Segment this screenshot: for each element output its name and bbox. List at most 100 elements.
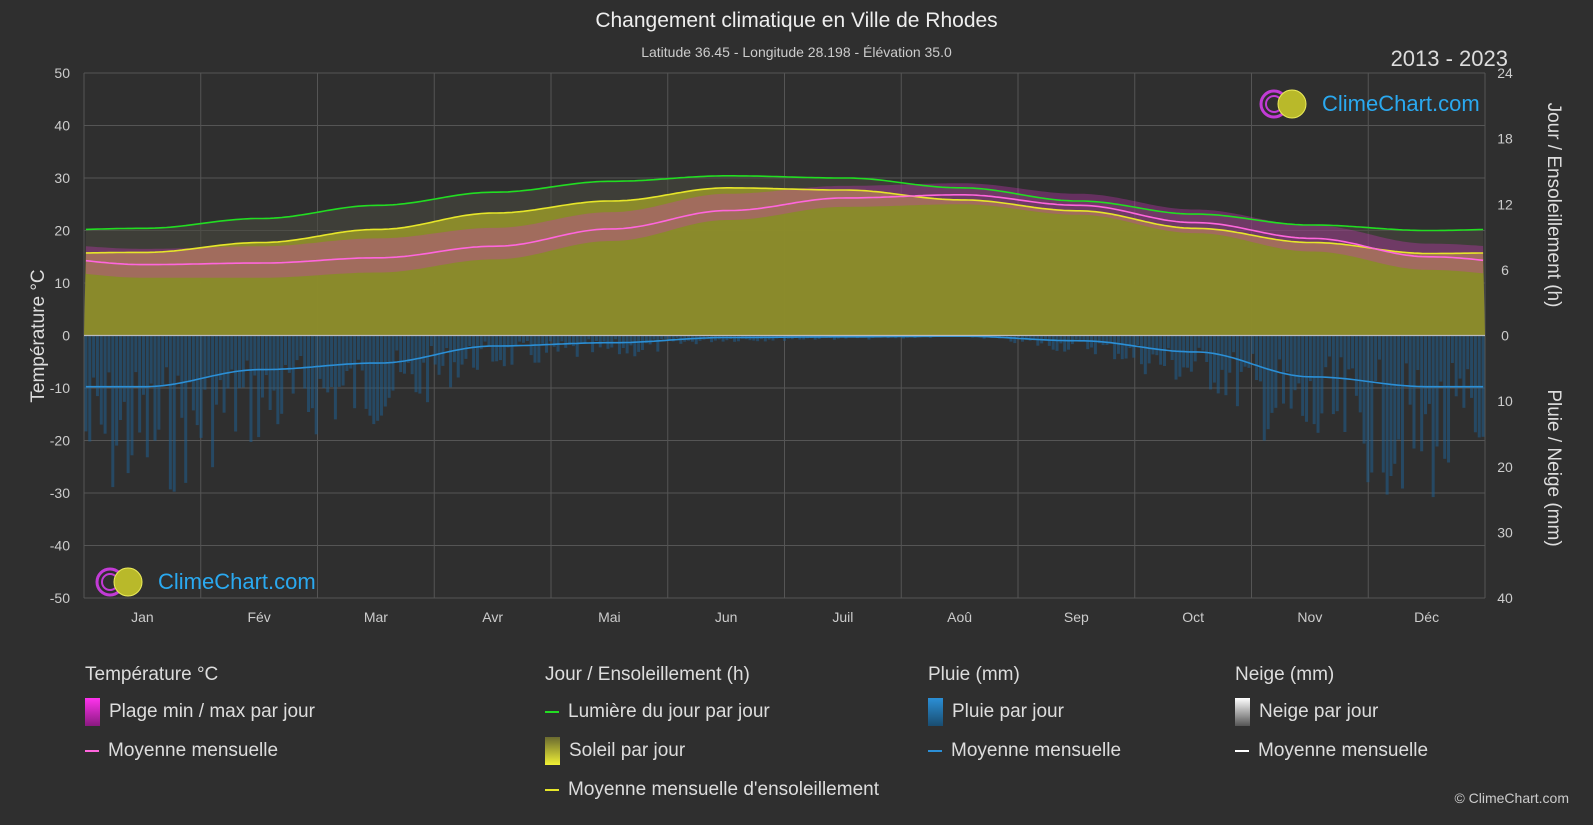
rain-bar	[268, 335, 272, 410]
rain-bar	[1377, 335, 1381, 360]
rain-bar	[1235, 335, 1239, 407]
legend-sun: Jour / Ensoleillement (h) Lumière du jou…	[545, 664, 879, 815]
rain-bar	[537, 335, 541, 363]
rain-bar	[756, 335, 760, 342]
rain-bar	[1105, 335, 1109, 345]
rain-bar	[1278, 335, 1282, 360]
y-left-tick-label: -10	[50, 380, 70, 396]
rain-bar	[1128, 335, 1132, 348]
rain-bar	[92, 335, 96, 378]
y-right-top-tick-label: 12	[1497, 196, 1513, 212]
rain-bar	[1385, 335, 1389, 495]
rain-bar	[1036, 335, 1040, 346]
rain-bar	[191, 335, 195, 411]
rain-bar	[1032, 335, 1036, 340]
rain-bar	[284, 335, 288, 365]
snow-swatch	[1235, 697, 1250, 726]
rain-bar	[356, 335, 360, 360]
y-left-tick-label: 20	[54, 223, 70, 239]
rain-bar	[1178, 335, 1182, 377]
rain-bar	[1462, 335, 1466, 408]
logo-text: ClimeChart.com	[158, 569, 316, 594]
rain-bar	[95, 335, 99, 397]
rain-bar	[253, 335, 257, 376]
rain-bar	[1216, 335, 1220, 394]
rain-bar	[656, 335, 660, 352]
rain-bar	[1354, 335, 1358, 396]
rain-bar	[1435, 335, 1439, 447]
rain-bar	[1370, 335, 1374, 473]
rain-swatch	[928, 697, 943, 726]
rain-bar	[1458, 335, 1462, 379]
rain-bar	[99, 335, 103, 425]
rain-bar	[587, 335, 591, 340]
x-tick-label: Avr	[482, 609, 503, 625]
x-tick-label: Jan	[131, 609, 154, 625]
logo-top[interactable]: ClimeChart.com	[1258, 88, 1480, 120]
rain-bar	[1358, 335, 1362, 413]
legend-item: Moyenne mensuelle	[928, 737, 1121, 764]
rain-bar	[1082, 335, 1086, 341]
rain-bar	[1109, 335, 1113, 343]
rain-bar	[1170, 335, 1174, 360]
legend-item: Lumière du jour par jour	[545, 698, 879, 725]
rain-bar	[406, 335, 410, 363]
rain-bar	[353, 335, 357, 409]
rain-bar	[107, 335, 111, 373]
chart-areas	[84, 175, 1485, 336]
rain-bar	[472, 335, 476, 368]
rain-bar	[234, 335, 238, 432]
rain-bar	[591, 335, 595, 353]
y-right-bottom-tick-label: 10	[1497, 393, 1513, 409]
rain-bar	[1473, 335, 1477, 433]
rain-bar	[736, 335, 740, 342]
rain-bar	[783, 335, 786, 341]
rain-bar	[1189, 335, 1193, 372]
x-tick-label: Déc	[1414, 609, 1439, 625]
rain-bar	[1343, 335, 1347, 432]
rain-bar	[1305, 335, 1309, 422]
rain-bar	[468, 335, 472, 346]
rain-bar	[594, 335, 598, 341]
rain-bar	[1324, 335, 1328, 368]
rain-bar	[429, 335, 433, 346]
rain-bar	[207, 335, 211, 376]
rain-bar	[368, 335, 372, 416]
rain-bar	[1258, 335, 1262, 382]
rain-bar	[1224, 335, 1228, 396]
y-right-bottom-tick-label: 40	[1497, 590, 1513, 606]
rain-bar	[379, 335, 383, 416]
rain-bar	[487, 335, 491, 346]
rain-bar	[706, 335, 710, 338]
rain-bar	[521, 335, 525, 343]
rain-bar	[1028, 335, 1032, 341]
rain-bar	[1297, 335, 1301, 384]
rain-bar	[395, 335, 399, 351]
rain-bar	[333, 335, 337, 420]
y-right-top-tick-label: 24	[1497, 65, 1513, 81]
rain-bar	[1381, 335, 1385, 473]
rain-bar	[1366, 335, 1370, 483]
rain-bar	[733, 335, 737, 342]
rain-bar	[525, 335, 529, 341]
legend-rain: Pluie (mm) Pluie par jour Moyenne mensue…	[928, 664, 1121, 776]
rain-bar	[115, 335, 119, 446]
rain-bar	[1416, 335, 1420, 370]
rain-bar	[295, 335, 299, 361]
rain-bar	[414, 335, 418, 393]
rain-bar	[617, 335, 621, 355]
rain-bar	[1017, 335, 1021, 338]
rain-bar	[1078, 335, 1082, 342]
y-left-tick-label: -30	[50, 485, 70, 501]
rain-bar	[644, 335, 648, 344]
rain-bar	[364, 335, 368, 409]
rain-bar	[1116, 335, 1120, 354]
logo-bottom[interactable]: ClimeChart.com	[94, 566, 316, 598]
rain-bar	[314, 335, 318, 435]
y-right-top-label: Jour / Ensoleillement (h)	[1543, 103, 1564, 308]
rain-bar	[418, 335, 422, 394]
y-left-tick-label: 30	[54, 170, 70, 186]
rain-bar	[1439, 335, 1443, 382]
rain-bar	[1389, 335, 1393, 476]
rain-bar	[602, 335, 606, 342]
